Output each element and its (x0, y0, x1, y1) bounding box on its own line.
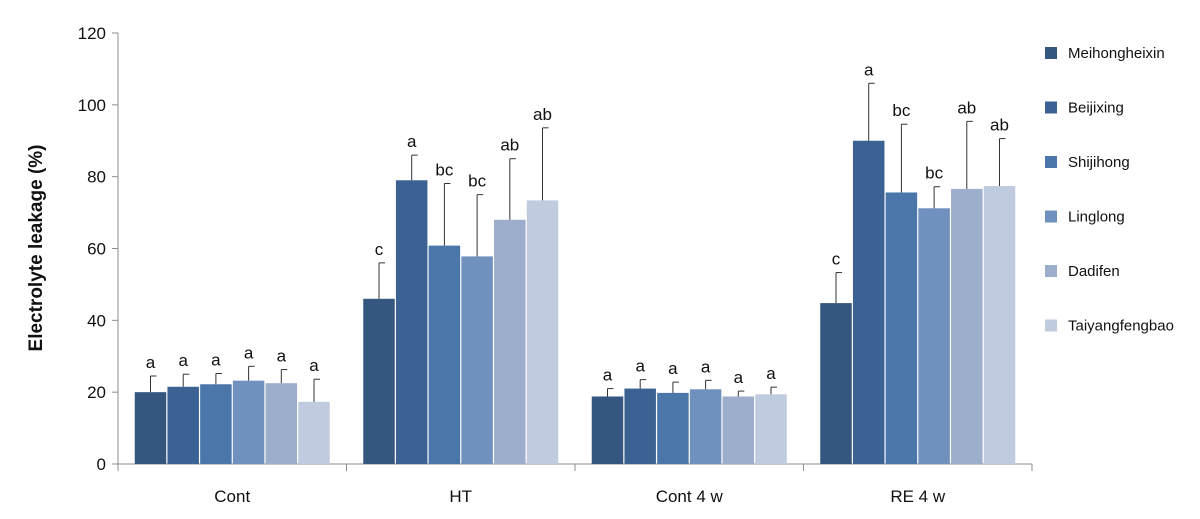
significance-label: ab (533, 105, 552, 124)
bar (526, 200, 559, 464)
bar (689, 389, 722, 464)
significance-label: ab (500, 136, 519, 155)
significance-label: a (766, 364, 776, 383)
significance-label: a (635, 357, 645, 376)
axes: 0 20 40 60 80 100 120 Cont HT Cont 4 w RE 4 w (78, 24, 1033, 506)
legend-swatch (1045, 47, 1057, 59)
significance-label: a (603, 366, 613, 385)
bar (298, 401, 330, 464)
significance-label: a (864, 60, 874, 79)
y-tick-label: 80 (87, 168, 106, 187)
legend-label: Meihongheixin (1068, 45, 1165, 62)
significance-label: a (309, 356, 319, 375)
bar (167, 386, 199, 464)
legend-swatch (1045, 210, 1057, 223)
bar (200, 384, 232, 464)
bar (624, 388, 656, 464)
y-tick-label: 0 (97, 455, 106, 474)
bar (494, 219, 526, 464)
significance-label: ab (990, 116, 1009, 135)
significance-label: a (701, 357, 711, 376)
legend-swatch (1045, 156, 1057, 168)
y-tick-label: 120 (78, 24, 106, 43)
y-tick-label: 60 (87, 240, 106, 259)
bar (363, 298, 395, 464)
bar (820, 303, 852, 464)
significance-label: bc (435, 160, 453, 179)
legend-swatch (1045, 265, 1057, 277)
bar (265, 383, 298, 464)
bar (918, 208, 950, 464)
bar (232, 380, 265, 464)
significance-label: a (244, 343, 254, 362)
significance-label: c (375, 240, 384, 259)
significance-label: c (832, 250, 841, 269)
x-tick-label: RE 4 w (890, 487, 946, 506)
bar (428, 245, 461, 464)
bar (395, 180, 428, 464)
significance-label: a (668, 359, 678, 378)
significance-label: a (407, 132, 417, 151)
significance-label: a (734, 368, 744, 387)
significance-label: bc (892, 101, 910, 120)
bar (951, 188, 983, 464)
bar (461, 256, 493, 464)
significance-label: ab (957, 98, 976, 117)
bar (134, 392, 167, 464)
significance-label: a (146, 353, 156, 372)
significance-label: a (277, 347, 287, 366)
legend-label: Taiyangfengbao (1068, 318, 1174, 335)
legend-label: Beijixing (1068, 100, 1124, 117)
y-tick-label: 40 (87, 311, 106, 330)
x-tick-label: Cont (214, 487, 250, 506)
legend: Meihongheixin Beijixing Shijihong Linglong D… (1045, 45, 1174, 335)
legend-swatch (1045, 101, 1057, 114)
significance-label: bc (925, 164, 943, 183)
bar (657, 392, 689, 464)
bar (722, 396, 755, 464)
x-tick-label: Cont 4 w (656, 487, 724, 506)
significance-label: a (178, 351, 188, 370)
y-axis-label: Electrolyte leakage (%) (26, 145, 47, 352)
legend-label: Shijihong (1068, 154, 1130, 171)
legend-swatch (1045, 319, 1057, 332)
significance-label: a (211, 350, 221, 369)
y-tick-label: 100 (78, 96, 106, 115)
y-tick-label: 20 (87, 383, 106, 402)
bar (591, 396, 624, 464)
bar (852, 140, 885, 464)
bar (755, 394, 787, 464)
legend-label: Linglong (1068, 209, 1125, 226)
bar (983, 186, 1016, 464)
x-tick-label: HT (449, 487, 472, 506)
bar (885, 192, 918, 464)
significance-label: bc (468, 172, 486, 191)
legend-label: Dadifen (1068, 263, 1120, 280)
